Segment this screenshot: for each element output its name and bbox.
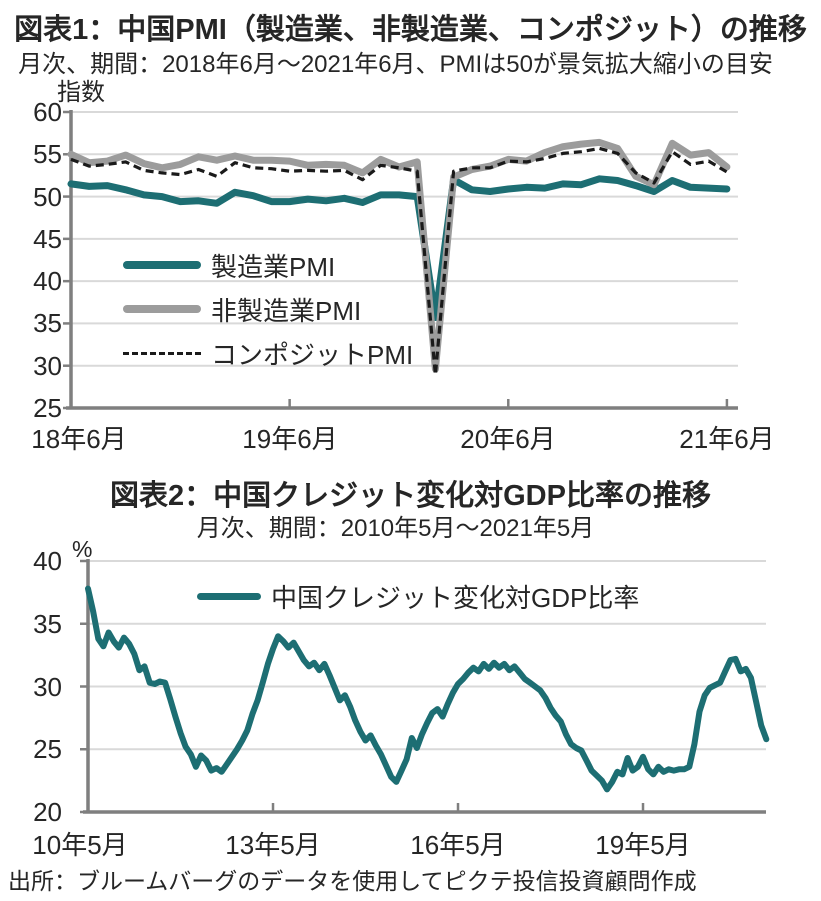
x-tick-label: 19年5月 bbox=[595, 830, 691, 860]
legend-label: 製造業PMI bbox=[211, 251, 336, 282]
y-tick-label: 20 bbox=[33, 797, 62, 827]
x-tick-label: 20年6月 bbox=[460, 424, 556, 454]
series-line-製造業PMI bbox=[67, 175, 731, 321]
legend-item-nonmanufacturing-pmi: 非製造業PMI bbox=[123, 287, 413, 331]
x-tick-label: 13年5月 bbox=[225, 830, 321, 860]
x-tick-label: 19年6月 bbox=[242, 424, 338, 454]
x-tick-label: 10年5月 bbox=[32, 830, 128, 860]
legend-label: 非製造業PMI bbox=[211, 295, 362, 326]
chart2-y-axis-unit: % bbox=[72, 536, 93, 562]
y-tick-label: 35 bbox=[33, 308, 62, 338]
chart2-title: 図表2：中国クレジット変化対GDP比率の推移 bbox=[110, 480, 711, 512]
source-note: 出所：ブルームバーグのデータを使用してピクテ投信投資顧問作成 bbox=[8, 868, 697, 894]
composite-pmi-line-swatch bbox=[123, 351, 201, 355]
manufacturing-pmi-line-swatch bbox=[123, 261, 201, 269]
series-line-非製造業PMI bbox=[67, 138, 731, 373]
legend-item-manufacturing-pmi: 製造業PMI bbox=[123, 243, 413, 287]
y-tick-label: 45 bbox=[33, 224, 62, 254]
chart1-subtitle: 月次、期間：2018年6月～2021年6月、PMIは50が景気拡大縮小の目安 bbox=[18, 51, 773, 78]
series-line-中国クレジット変化対GDP比率 bbox=[85, 585, 770, 793]
legend-item-composite-pmi: コンポジットPMI bbox=[123, 331, 413, 375]
chart2-legend: 中国クレジット変化対GDP比率 bbox=[197, 574, 639, 618]
x-tick-label: 18年6月 bbox=[31, 424, 127, 454]
chart1-legend: 製造業PMI 非製造業PMI コンポジットPMI bbox=[123, 243, 413, 375]
series-line-コンポジットPMI bbox=[70, 146, 728, 377]
legend-item-credit-gdp-ratio: 中国クレジット変化対GDP比率 bbox=[197, 574, 639, 618]
nonmanufacturing-pmi-line-swatch bbox=[123, 305, 201, 313]
y-tick-label: 25 bbox=[33, 734, 62, 764]
y-tick-label: 40 bbox=[33, 546, 62, 576]
x-tick-label: 21年6月 bbox=[679, 424, 775, 454]
legend-label: コンポジットPMI bbox=[211, 339, 414, 370]
y-tick-label: 30 bbox=[33, 672, 62, 702]
y-tick-label: 50 bbox=[33, 182, 62, 212]
y-tick-label: 25 bbox=[33, 393, 62, 423]
chart1-y-axis-unit: 指数 bbox=[57, 79, 105, 106]
y-tick-label: 40 bbox=[33, 266, 62, 296]
y-tick-label: 35 bbox=[33, 609, 62, 639]
credit-gdp-line-swatch bbox=[197, 592, 261, 600]
y-tick-label: 30 bbox=[33, 351, 62, 381]
chart2-subtitle: 月次、期間：2010年5月～2021年5月 bbox=[196, 515, 595, 542]
y-tick-label: 55 bbox=[33, 139, 62, 169]
y-tick-label: 60 bbox=[33, 97, 62, 127]
legend-label: 中国クレジット変化対GDP比率 bbox=[271, 582, 640, 613]
chart1-title: 図表1：中国PMI（製造業、非製造業、コンポジット）の推移 bbox=[14, 14, 807, 46]
x-tick-label: 16年5月 bbox=[410, 830, 506, 860]
